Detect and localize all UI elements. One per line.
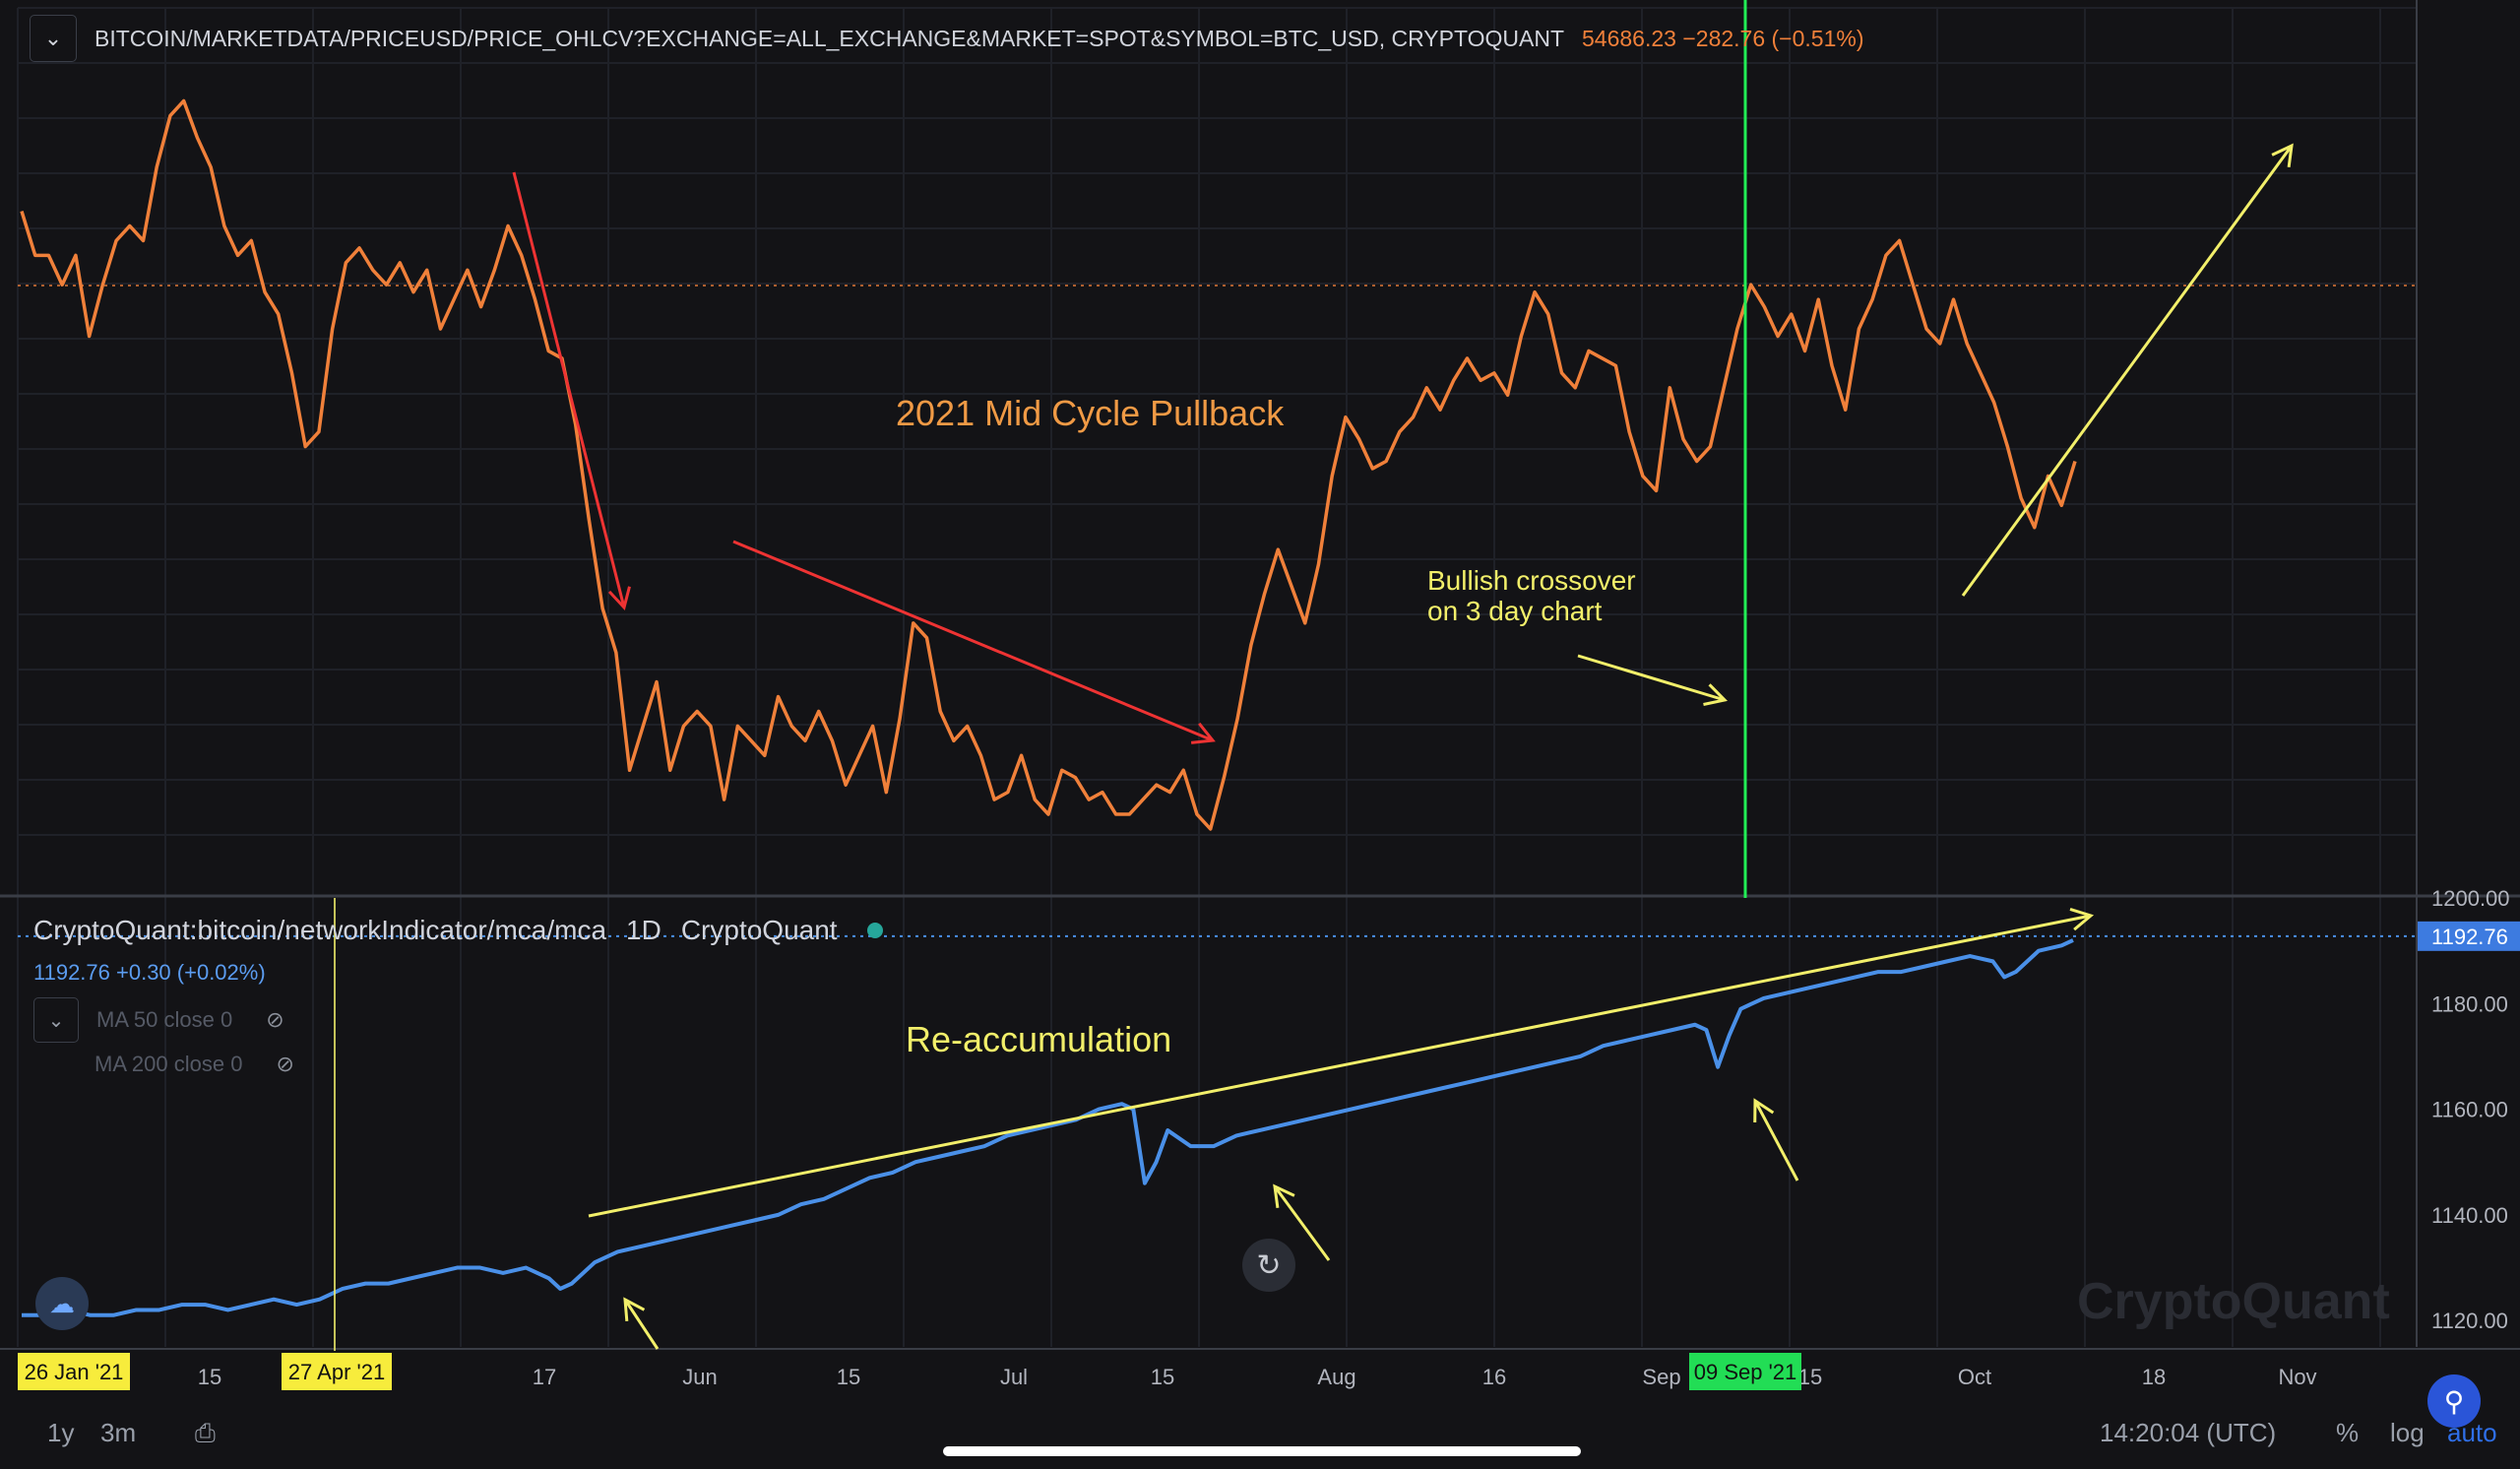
yellow-arrow-dip2 (1273, 1185, 1331, 1261)
red-arrow-decline (732, 540, 1214, 742)
cryptoquant-logo-icon[interactable]: ☁ (35, 1277, 89, 1330)
x-tick-label: Sep (1642, 1365, 1680, 1389)
eye-hidden-icon[interactable]: ⊘ (276, 1052, 294, 1076)
replay-icon[interactable]: ↻ (1242, 1239, 1295, 1292)
yellow-arrow-dip1-head (623, 1297, 646, 1322)
annotation-pullback: 2021 Mid Cycle Pullback (896, 393, 1285, 433)
red-arrow-decline-head (1190, 722, 1216, 744)
price-change: −282.76 (−0.51%) (1682, 25, 1864, 51)
date-badge-start-bg (18, 1353, 130, 1390)
x-tick-label: 15 (1151, 1365, 1174, 1389)
date-badge-crossover: 09 Sep '21 (1694, 1360, 1797, 1384)
yellow-arrow-up-head (2271, 143, 2294, 168)
date-badge-crossover-bg (1689, 1353, 1801, 1390)
x-tick-label: 15 (1798, 1365, 1822, 1389)
log-scale-button[interactable]: log (2390, 1418, 2425, 1447)
calendar-goto-icon[interactable]: ⎙ (195, 1418, 216, 1447)
percent-scale-button[interactable]: % (2336, 1418, 2360, 1447)
y-tick-label: 1140.00 (2431, 1203, 2508, 1228)
mca-line (22, 938, 2074, 1317)
eye-hidden-icon[interactable]: ⊘ (266, 1007, 284, 1032)
symbol-label: BITCOIN/MARKETDATA/PRICEUSD/PRICE_OHLCV?… (94, 25, 1565, 51)
x-tick-label: 15 (198, 1365, 221, 1389)
last-price: 54686.23 (1582, 25, 1676, 51)
yellow-arrow-dip2-head (1273, 1183, 1295, 1209)
y-tick-label: 1200.00 (2431, 886, 2510, 911)
ma50-label: MA 50 close 0 (96, 1007, 233, 1032)
date-badge-cursor-bg (282, 1353, 392, 1390)
indicator-name: CryptoQuant:bitcoin/networkIndicator/mca… (33, 915, 607, 945)
annotation-crossover-2: on 3 day chart (1427, 596, 1603, 626)
watermark: CryptoQuant (2077, 1273, 2390, 1330)
btc-price-line (20, 98, 2077, 831)
last-value-label: 1192.76 (2431, 925, 2508, 949)
x-tick-label: 18 (2142, 1365, 2166, 1389)
range-3m-button[interactable]: 3m (100, 1418, 137, 1447)
yellow-arrow-dip3 (1753, 1100, 1799, 1182)
chevron-down-icon[interactable]: ⌄ (30, 15, 77, 62)
y-tick-label: 1180.00 (2431, 991, 2508, 1016)
search-icon[interactable]: ⚲ (2427, 1374, 2481, 1428)
yellow-arrow-crossover-head (1703, 683, 1728, 706)
yellow-arrow-crossover (1577, 654, 1726, 702)
y-tick-label: 1160.00 (2431, 1098, 2508, 1122)
x-tick-label: 15 (837, 1365, 860, 1389)
live-status-dot (866, 923, 883, 938)
x-tick-label: Aug (1317, 1365, 1355, 1389)
ma200-label: MA 200 close 0 (94, 1052, 243, 1076)
home-indicator (943, 1446, 1581, 1456)
yellow-arrow-dip1 (623, 1299, 660, 1350)
yellow-arrow-up (1961, 145, 2294, 597)
indicator-interval: 1D (626, 915, 662, 945)
y-tick-label: 1120.00 (2431, 1309, 2508, 1333)
series-header: ⌄ BITCOIN/MARKETDATA/PRICEUSD/PRICE_OHLC… (30, 15, 1864, 62)
date-badge-cursor: 27 Apr '21 (288, 1360, 385, 1384)
red-arrow-drop-head (607, 586, 631, 611)
ma50-row: ⌄ MA 50 close 0 ⊘ (33, 997, 284, 1043)
chevron-down-icon[interactable]: ⌄ (33, 997, 79, 1043)
indicator-value: 1192.76 +0.30 (+0.02%) (33, 960, 266, 985)
yellow-trendline-reaccumulation (588, 914, 2092, 1218)
yellow-arrow-dip3-head (1753, 1098, 1775, 1123)
indicator-header: CryptoQuant:bitcoin/networkIndicator/mca… (33, 915, 903, 946)
x-tick-label: Nov (2278, 1365, 2316, 1389)
indicator-source: CryptoQuant (680, 915, 838, 945)
utc-clock: 14:20:04 (UTC) (2100, 1418, 2277, 1447)
x-tick-label: Oct (1958, 1365, 1991, 1389)
x-tick-label: Jun (682, 1365, 717, 1389)
yellow-trendline-reaccumulation-head (2069, 908, 2095, 931)
annotation-reaccumulation: Re-accumulation (906, 1019, 1171, 1059)
red-arrow-drop (512, 171, 626, 608)
ma200-row: MA 200 close 0 ⊘ (94, 1052, 294, 1077)
annotation-crossover-1: Bullish crossover (1427, 565, 1636, 596)
last-value-badge (2418, 921, 2520, 951)
x-tick-label: 16 (1482, 1365, 1506, 1389)
x-tick-label: 17 (533, 1365, 556, 1389)
x-tick-label: Jul (1000, 1365, 1028, 1389)
date-badge-start: 26 Jan '21 (25, 1360, 124, 1384)
plot-background (0, 0, 2520, 1398)
range-1y-button[interactable]: 1y (47, 1418, 75, 1447)
